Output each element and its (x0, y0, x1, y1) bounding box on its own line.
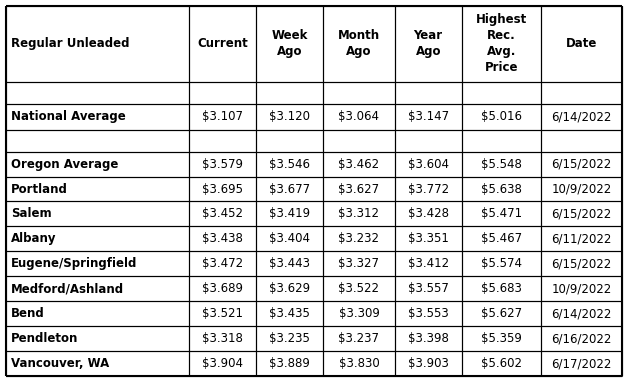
Text: 6/15/2022: 6/15/2022 (551, 257, 612, 270)
Text: Date: Date (566, 37, 597, 50)
Text: $3.438: $3.438 (202, 232, 243, 245)
Text: Highest
Rec.
Avg.
Price: Highest Rec. Avg. Price (476, 13, 527, 74)
Text: $5.574: $5.574 (481, 257, 522, 270)
Text: $3.435: $3.435 (269, 307, 310, 320)
Text: $3.351: $3.351 (408, 232, 448, 245)
Text: $3.830: $3.830 (338, 357, 379, 370)
Text: $3.889: $3.889 (269, 357, 310, 370)
Text: $5.359: $5.359 (481, 332, 522, 345)
Text: $3.235: $3.235 (269, 332, 310, 345)
Text: $3.419: $3.419 (269, 207, 310, 220)
Text: Albany: Albany (11, 232, 57, 245)
Text: Week
Ago: Week Ago (271, 29, 308, 58)
Text: $5.471: $5.471 (481, 207, 522, 220)
Text: $5.683: $5.683 (481, 282, 522, 295)
Text: Salem: Salem (11, 207, 51, 220)
Text: $3.772: $3.772 (408, 183, 449, 196)
Text: $5.467: $5.467 (481, 232, 522, 245)
Text: 10/9/2022: 10/9/2022 (551, 282, 612, 295)
Text: $3.604: $3.604 (408, 157, 448, 171)
Text: $3.452: $3.452 (202, 207, 243, 220)
Text: $3.327: $3.327 (338, 257, 379, 270)
Text: $3.404: $3.404 (269, 232, 310, 245)
Text: $3.629: $3.629 (269, 282, 310, 295)
Text: $3.443: $3.443 (269, 257, 310, 270)
Text: Bend: Bend (11, 307, 45, 320)
Text: Portland: Portland (11, 183, 68, 196)
Text: 6/17/2022: 6/17/2022 (551, 357, 612, 370)
Text: $3.064: $3.064 (338, 110, 379, 123)
Text: $3.237: $3.237 (338, 332, 379, 345)
Text: Regular Unleaded: Regular Unleaded (11, 37, 129, 50)
Text: $5.602: $5.602 (481, 357, 522, 370)
Text: Year
Ago: Year Ago (414, 29, 443, 58)
Text: Eugene/Springfield: Eugene/Springfield (11, 257, 138, 270)
Text: $3.107: $3.107 (202, 110, 243, 123)
Text: $3.312: $3.312 (338, 207, 379, 220)
Text: $3.627: $3.627 (338, 183, 379, 196)
Text: Vancouver, WA: Vancouver, WA (11, 357, 109, 370)
Text: $3.903: $3.903 (408, 357, 448, 370)
Text: $3.428: $3.428 (408, 207, 448, 220)
Text: $3.677: $3.677 (269, 183, 310, 196)
Text: $3.689: $3.689 (202, 282, 243, 295)
Text: $3.318: $3.318 (202, 332, 243, 345)
Text: 10/9/2022: 10/9/2022 (551, 183, 612, 196)
Text: 6/15/2022: 6/15/2022 (551, 157, 612, 171)
Text: $3.309: $3.309 (338, 307, 379, 320)
Text: $3.472: $3.472 (202, 257, 243, 270)
Text: $3.522: $3.522 (338, 282, 379, 295)
Text: $3.120: $3.120 (269, 110, 310, 123)
Text: $5.627: $5.627 (481, 307, 522, 320)
Text: $3.579: $3.579 (202, 157, 243, 171)
Text: $3.904: $3.904 (202, 357, 243, 370)
Text: Oregon Average: Oregon Average (11, 157, 118, 171)
Text: $3.462: $3.462 (338, 157, 379, 171)
Text: Medford/Ashland: Medford/Ashland (11, 282, 124, 295)
Text: Month
Ago: Month Ago (338, 29, 380, 58)
Text: 6/14/2022: 6/14/2022 (551, 110, 612, 123)
Text: $3.412: $3.412 (408, 257, 449, 270)
Text: $3.553: $3.553 (408, 307, 448, 320)
Text: National Average: National Average (11, 110, 126, 123)
Text: 6/15/2022: 6/15/2022 (551, 207, 612, 220)
Text: $3.147: $3.147 (408, 110, 449, 123)
Text: $5.548: $5.548 (481, 157, 522, 171)
Text: $3.546: $3.546 (269, 157, 310, 171)
Text: $5.638: $5.638 (481, 183, 522, 196)
Text: 6/14/2022: 6/14/2022 (551, 307, 612, 320)
Text: 6/16/2022: 6/16/2022 (551, 332, 612, 345)
Text: Current: Current (197, 37, 248, 50)
Text: $3.557: $3.557 (408, 282, 448, 295)
Text: $3.695: $3.695 (202, 183, 243, 196)
Text: $5.016: $5.016 (481, 110, 522, 123)
Text: $3.232: $3.232 (338, 232, 379, 245)
Text: $3.398: $3.398 (408, 332, 448, 345)
Text: 6/11/2022: 6/11/2022 (551, 232, 612, 245)
Text: $3.521: $3.521 (202, 307, 243, 320)
Text: Pendleton: Pendleton (11, 332, 78, 345)
